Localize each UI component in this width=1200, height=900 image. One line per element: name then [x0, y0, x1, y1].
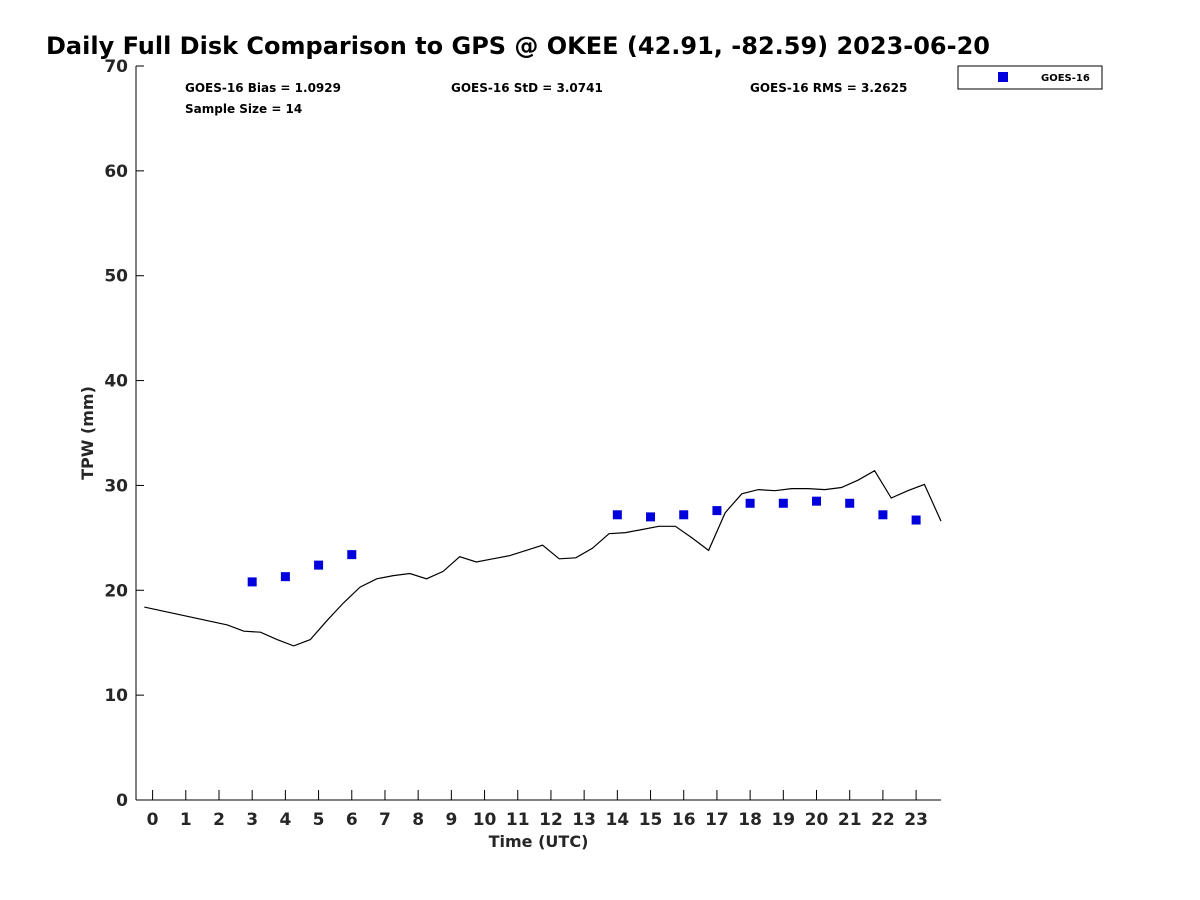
x-tick-label: 3 [246, 810, 258, 830]
data-point-goes16 [280, 572, 290, 582]
x-tick-label: 8 [412, 810, 424, 830]
data-point-goes16 [778, 498, 788, 508]
data-point-goes16 [878, 510, 888, 520]
legend-label-goes16: GOES-16 [1041, 73, 1090, 84]
y-tick-label: 20 [104, 581, 128, 601]
x-tick-label: 4 [279, 810, 291, 830]
x-axis-label: Time (UTC) [489, 832, 589, 851]
stat-bias: GOES-16 Bias = 1.0929 [185, 81, 341, 95]
x-tick-label: 12 [539, 810, 563, 830]
y-tick-label: 10 [104, 686, 128, 706]
x-axis-ticks: 0 1 2 3 4 5 6 7 8 9 10 11 12 13 14 15 16 17 18 19 20 21 22 23 [147, 790, 928, 830]
y-tick-label: 60 [104, 162, 128, 182]
x-tick-label: 6 [346, 810, 358, 830]
x-tick-label: 9 [445, 810, 457, 830]
legend-box [957, 65, 1103, 90]
plot-area [135, 66, 941, 801]
x-tick-label: 16 [672, 810, 696, 830]
data-point-goes16 [911, 515, 921, 525]
y-axis-label: TPW (mm) [78, 386, 97, 480]
x-tick-label: 0 [147, 810, 159, 830]
x-tick-label: 19 [771, 810, 795, 830]
x-tick-label: 13 [572, 810, 596, 830]
data-point-goes16 [745, 498, 755, 508]
series-line-gps [144, 469, 942, 647]
series-layer [144, 469, 942, 647]
x-tick-label: 22 [871, 810, 895, 830]
x-tick-label: 10 [473, 810, 497, 830]
data-point-goes16 [812, 496, 822, 506]
x-tick-label: 2 [213, 810, 225, 830]
stat-rms: GOES-16 RMS = 3.2625 [750, 81, 907, 95]
data-point-goes16 [845, 498, 855, 508]
chart-title: Daily Full Disk Comparison to GPS @ OKEE… [46, 32, 990, 60]
x-tick-label: 18 [738, 810, 762, 830]
stat-sample-size: Sample Size = 14 [185, 102, 302, 116]
data-point-goes16 [314, 560, 324, 570]
data-point-goes16 [679, 510, 689, 520]
data-point-goes16 [712, 506, 722, 516]
x-tick-label: 1 [180, 810, 192, 830]
legend-marker-goes16 [998, 72, 1008, 82]
data-point-goes16 [612, 510, 622, 520]
data-point-goes16 [646, 512, 656, 522]
x-tick-label: 14 [606, 810, 630, 830]
y-tick-label: 50 [104, 267, 128, 287]
x-tick-label: 23 [904, 810, 928, 830]
legend: GOES-16 [957, 65, 1103, 90]
data-point-goes16 [247, 577, 257, 587]
y-tick-label: 70 [104, 57, 128, 77]
x-tick-label: 17 [705, 810, 729, 830]
statistics-annotations: GOES-16 Bias = 1.0929 GOES-16 StD = 3.07… [185, 81, 907, 116]
y-tick-label: 0 [116, 791, 128, 811]
y-tick-label: 30 [104, 476, 128, 496]
x-tick-label: 11 [506, 810, 530, 830]
stat-std: GOES-16 StD = 3.0741 [451, 81, 603, 95]
y-axis-ticks: 0 10 20 30 40 50 60 70 [104, 57, 144, 811]
x-tick-label: 21 [838, 810, 862, 830]
x-tick-label: 15 [639, 810, 663, 830]
data-point-goes16 [347, 550, 357, 560]
x-tick-label: 7 [379, 810, 391, 830]
x-tick-label: 5 [313, 810, 325, 830]
x-tick-label: 20 [805, 810, 829, 830]
y-tick-label: 40 [104, 372, 128, 392]
